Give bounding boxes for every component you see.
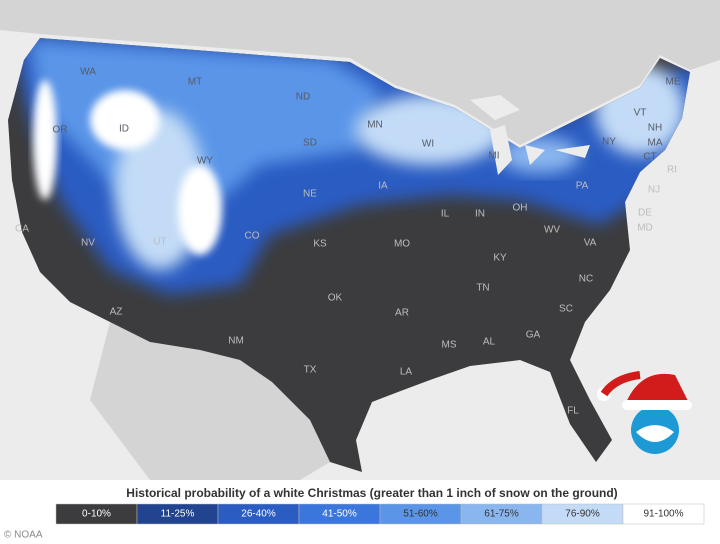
state-label: AZ [110,307,123,318]
legend-title: Historical probability of a white Christ… [126,486,617,500]
state-label: CA [15,224,29,235]
state-label: NV [81,238,95,249]
state-label: CO [245,231,260,242]
state-label: WV [544,225,560,236]
state-label: OH [513,203,528,214]
state-label: AR [395,308,409,319]
state-label: NE [303,189,317,200]
state-label: ND [296,92,310,103]
credit: © NOAA [4,530,43,541]
legend-label: 61-75% [484,509,519,520]
state-label: MT [188,77,202,88]
legend-label: 11-25% [161,509,195,520]
state-label: MA [648,138,663,149]
state-label: KY [493,253,507,264]
state-label: PA [576,181,589,192]
legend-label: 41-50% [322,509,357,520]
legend-label: 0-10% [82,509,111,520]
santa-hat-tip [600,371,641,397]
canada-land [0,0,720,145]
state-label: TN [476,283,489,294]
cascades-snow [33,80,57,200]
state-label: SC [559,304,573,315]
wyoming-snow [178,165,222,255]
santa-hat [625,373,690,405]
legend-swatch [622,503,705,525]
state-label: WA [80,67,96,78]
state-label: VT [634,108,647,119]
state-label: IL [441,209,450,220]
state-label: VA [584,238,597,249]
state-label: DE [638,208,652,219]
state-label: NH [648,123,662,134]
state-label: CT [643,152,656,163]
state-label: WI [422,139,434,150]
legend: 0-10% 11-25% 26-40% 41-50% 51-60% 61-75% 76-90… [55,503,705,525]
state-label: IN [475,209,485,220]
noaa-logo-bird [636,425,674,442]
state-label: MO [394,239,410,250]
state-label: TX [304,365,317,376]
state-label: IA [378,181,388,192]
santa-hat-logo [597,371,692,454]
state-label: WY [197,156,213,167]
state-label: SD [303,138,317,149]
state-label: ID [119,124,129,135]
state-label: GA [526,330,541,341]
state-label: MI [488,151,499,162]
state-label: UT [153,237,166,248]
state-label: NY [602,137,616,148]
state-label: FL [567,406,579,417]
state-label: LA [400,367,413,378]
santa-hat-trim [622,400,692,410]
legend-label: 51-60% [403,509,438,520]
state-label: NJ [648,185,660,196]
legend-label: 91-100% [643,509,683,520]
state-label: RI [667,165,677,176]
mexico-land [90,322,330,480]
state-label: MS [442,340,457,351]
state-label: ME [666,77,681,88]
legend-label: 76-90% [565,509,600,520]
state-label: OK [328,293,343,304]
state-label: KS [313,239,327,250]
state-label: MD [637,223,653,234]
state-label: AL [483,337,496,348]
legend-label: 26-40% [241,509,276,520]
idaho-snow [90,90,160,150]
state-label: NM [228,336,244,347]
great-lakes [470,95,590,175]
state-label: OR [53,125,68,136]
state-label: MN [367,120,383,131]
state-label: NC [579,274,593,285]
